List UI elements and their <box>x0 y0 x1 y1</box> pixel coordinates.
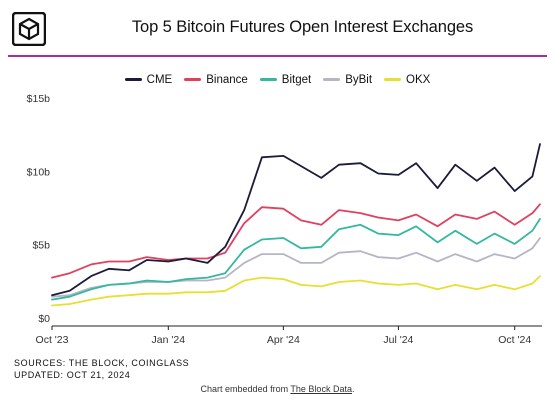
legend-label: ByBit <box>345 73 373 86</box>
legend-swatch <box>384 78 402 81</box>
embed-prefix: Chart embedded from <box>200 384 291 394</box>
y-tick-label: $15b <box>27 93 51 105</box>
x-tick-label: Jul '24 <box>383 334 413 346</box>
legend-item-cme[interactable]: CME <box>124 73 173 86</box>
updated-text: UPDATED: OCT 21, 2024 <box>14 370 131 380</box>
line-chart: $0 $5b $10b $15b Oct '23 Jan '24 Apr '24 Jul '2… <box>27 93 542 346</box>
legend-item-bybit[interactable]: ByBit <box>323 74 372 86</box>
x-tick-label: Oct '23 <box>36 334 69 346</box>
chart-legend: CME Binance Bitget ByBit OKX <box>0 72 555 86</box>
chart-sources: SOURCES: THE BLOCK, COINGLASS UPDATED: O… <box>14 357 189 381</box>
legend-swatch <box>323 78 341 81</box>
series-line-binance <box>51 203 541 279</box>
x-tick-label: Oct '24 <box>498 334 531 346</box>
legend-swatch <box>124 78 142 81</box>
y-tick-label: $5b <box>32 240 50 252</box>
legend-label: OKX <box>406 73 431 86</box>
series-line-bitget <box>51 218 541 301</box>
chart-title: Top 5 Bitcoin Futures Open Interest Exch… <box>131 18 474 36</box>
chart-header: Top 5 Bitcoin Futures Open Interest Exch… <box>0 0 555 56</box>
sources-text: SOURCES: THE BLOCK, COINGLASS <box>14 358 190 368</box>
series-line-cme <box>51 143 541 297</box>
y-tick-label: $0 <box>38 313 50 325</box>
embed-suffix: . <box>351 384 355 394</box>
legend-label: Binance <box>206 73 248 86</box>
legend-swatch <box>259 78 277 81</box>
legend-swatch <box>184 78 202 81</box>
y-tick-label: $10b <box>27 166 51 178</box>
x-tick-label: Jan '24 <box>152 334 186 346</box>
x-tick-label: Apr '24 <box>267 334 300 346</box>
the-block-cube-icon[interactable] <box>12 12 46 46</box>
header-divider <box>8 55 547 57</box>
legend-label: Bitget <box>281 73 312 86</box>
series-line-okx <box>51 275 541 307</box>
embed-note: Chart embedded from The Block Data. <box>0 384 555 394</box>
the-block-data-link[interactable]: The Block Data <box>290 384 352 394</box>
legend-label: CME <box>146 73 173 86</box>
legend-item-binance[interactable]: Binance <box>184 74 248 86</box>
legend-item-okx[interactable]: OKX <box>384 74 430 86</box>
legend-item-bitget[interactable]: Bitget <box>259 73 312 86</box>
